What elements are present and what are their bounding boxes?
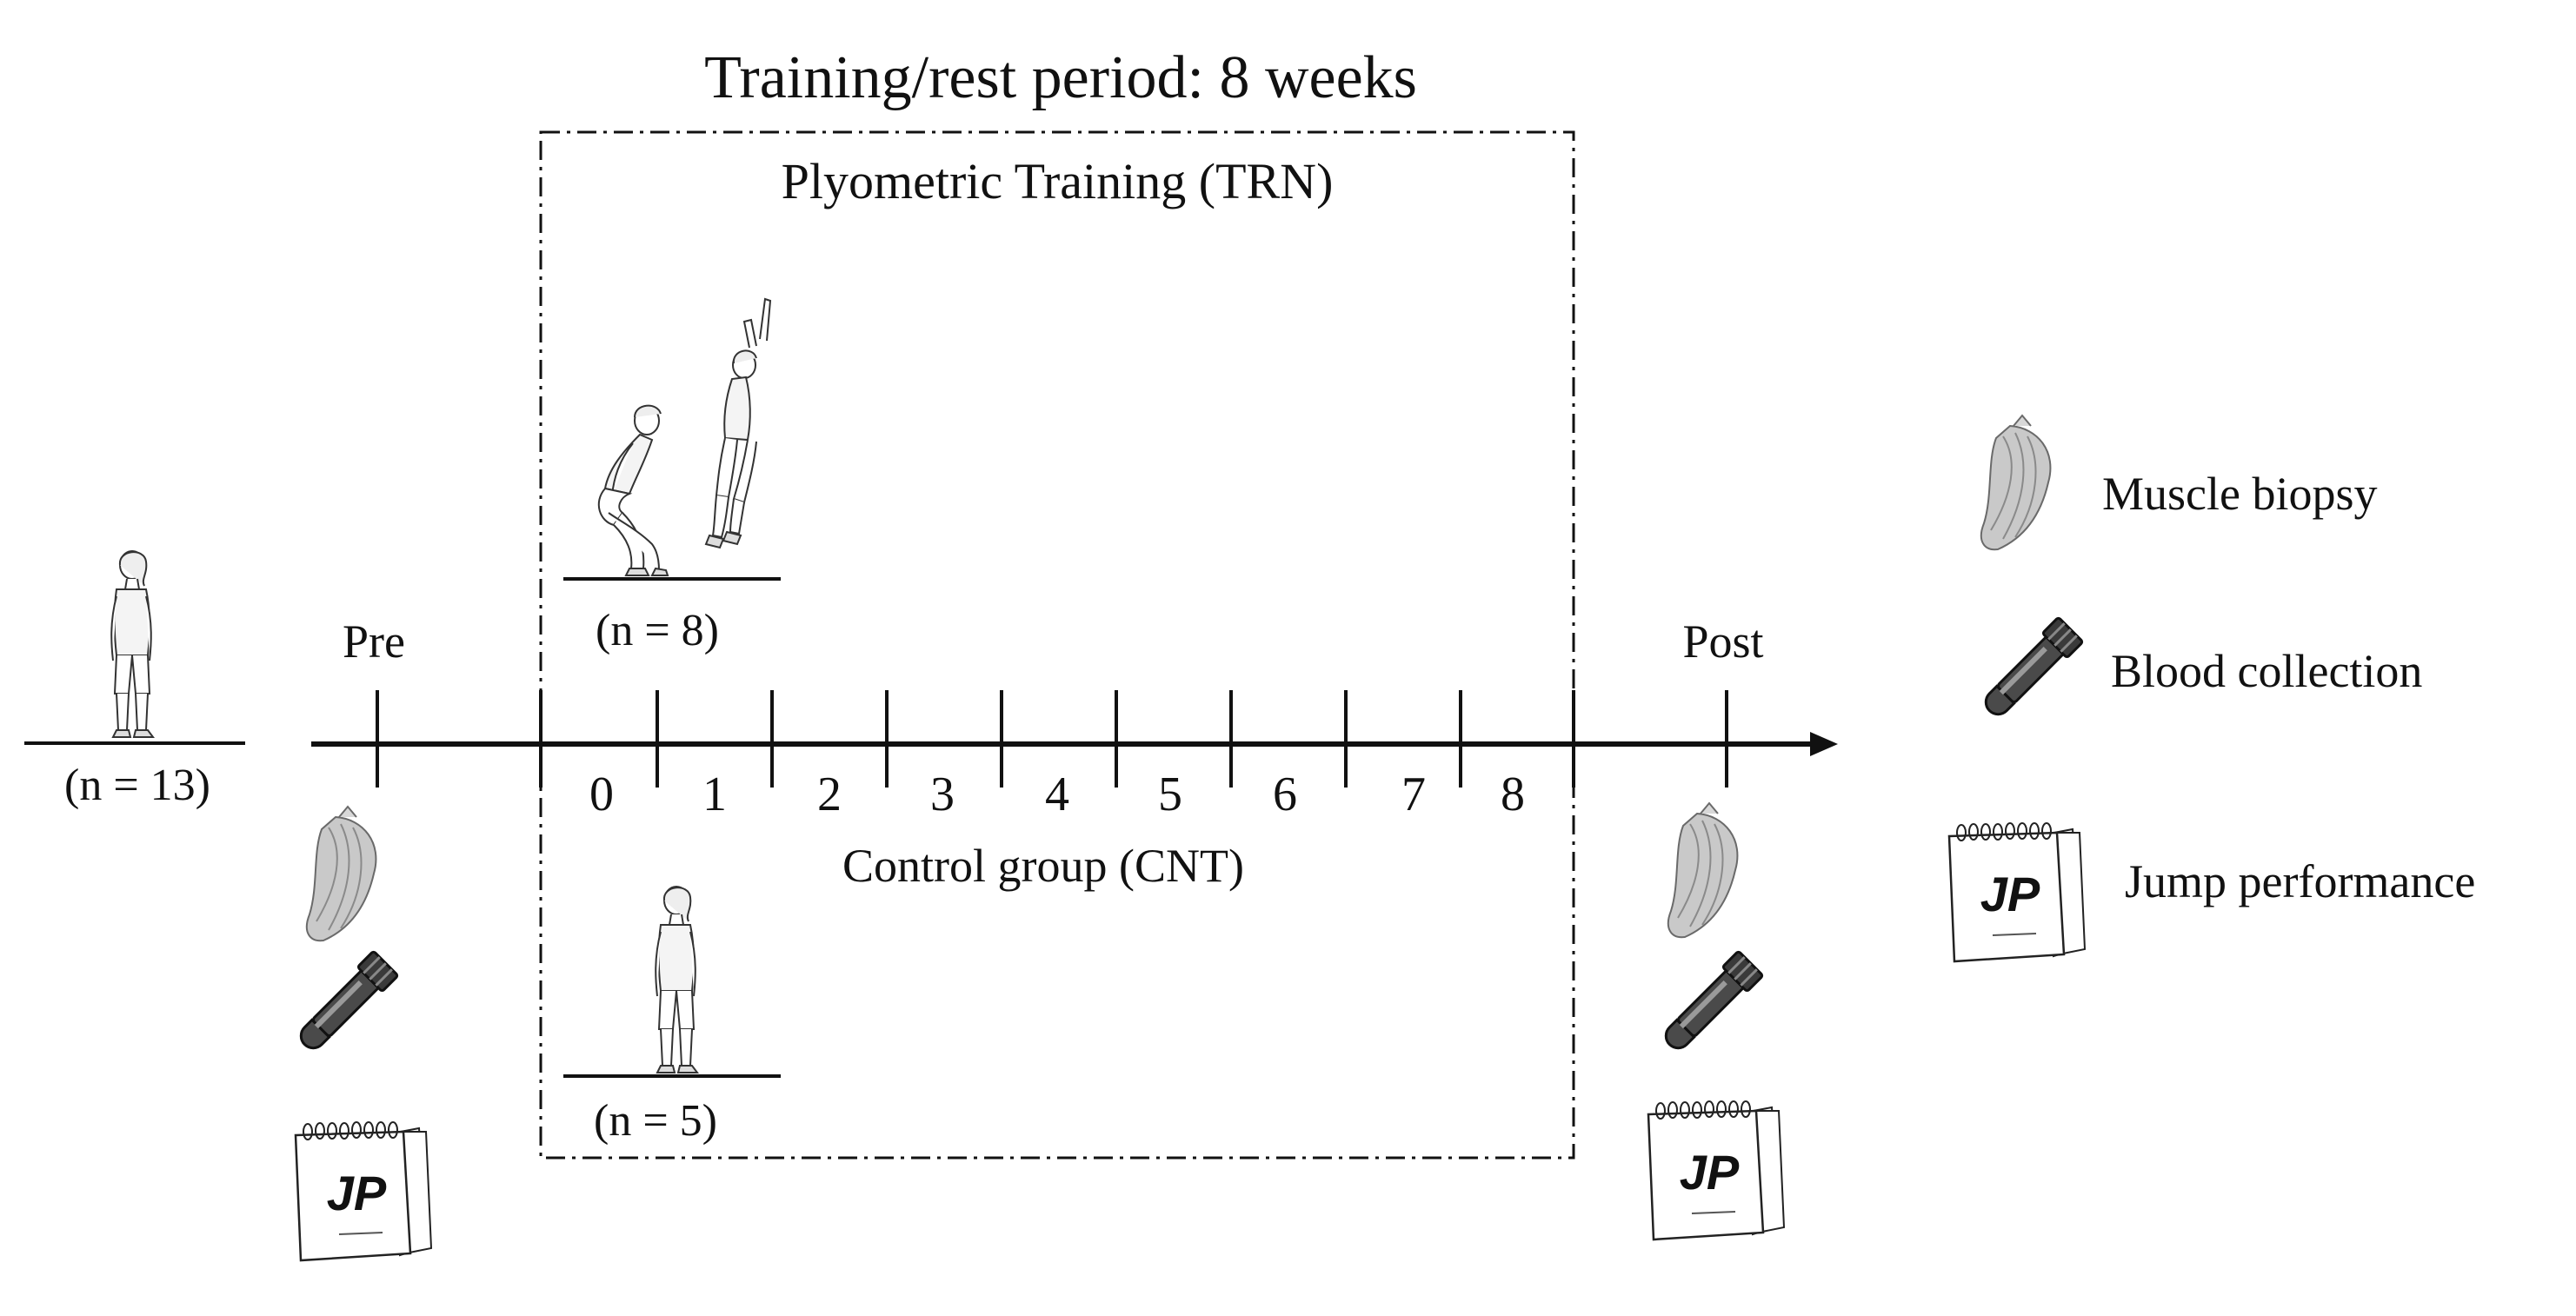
timeline-ticks [539,690,1575,788]
week-label: 6 [1273,768,1297,821]
trn-group-label: Plyometric Training (TRN) [782,153,1334,209]
legend-muscle-icon [1980,415,2052,551]
pre-notebook-text: JP [327,1166,387,1220]
pre-notebook-icon: JP [294,1120,433,1262]
legend-muscle-label: Muscle biopsy [2102,468,2378,520]
pre-label: Pre [343,615,405,668]
trn-n-label: (n = 8) [596,606,719,655]
week-label: 2 [817,768,842,821]
week-label: 8 [1501,768,1525,821]
cnt-n-label: (n = 5) [594,1096,717,1146]
crouch-figure-icon [597,404,669,576]
timeline-arrowhead [1810,732,1838,756]
pre-muscle-icon [305,806,377,942]
jump-figure-icon [705,298,771,548]
diagram-title: Training/rest period: 8 weeks [704,44,1417,111]
week-label: 7 [1401,768,1426,821]
post-notebook-icon: JP [1647,1100,1786,1241]
week-labels: 0 1 2 3 4 5 6 7 8 [589,768,1525,821]
post-blood-tube-icon [1655,949,1765,1059]
post-notebook-text: JP [1680,1145,1740,1200]
pre-blood-tube-icon [290,949,400,1059]
legend-notebook-text: JP [1980,867,2040,921]
legend-blood-label: Blood collection [2111,645,2422,697]
week-label: 0 [589,768,614,821]
total-n-label: (n = 13) [64,761,210,810]
training-period-box [539,130,1575,1160]
week-label: 1 [702,768,727,821]
week-label: 5 [1158,768,1182,821]
legend: Muscle biopsy Blood collection JP Jump p… [1947,415,2475,963]
legend-blood-tube-icon [1975,615,2085,725]
control-standing-figure-icon [655,886,698,1073]
week-label: 3 [930,768,955,821]
legend-jump-label: Jump performance [2125,855,2475,907]
cnt-group-label: Control group (CNT) [842,840,1244,892]
week-label: 4 [1045,768,1069,821]
post-muscle-icon [1667,802,1739,939]
standing-figure-icon [110,550,154,738]
legend-notebook-icon: JP [1947,821,2087,963]
post-label: Post [1682,615,1763,668]
